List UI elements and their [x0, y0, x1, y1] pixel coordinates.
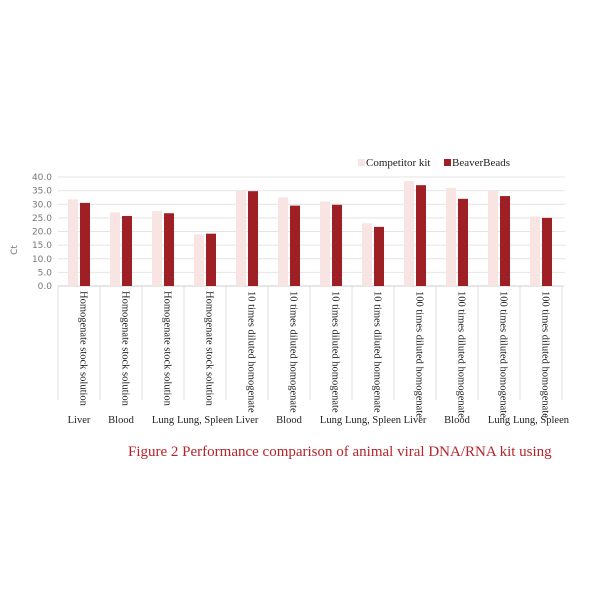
- category-label: 10 times diluted homogenate: [372, 291, 383, 413]
- category-sublabel: Blood: [444, 415, 470, 426]
- figure-caption: Figure 2 Performance comparison of anima…: [128, 444, 552, 460]
- bar-beaverbeads: [206, 233, 216, 286]
- bar-beaverbeads: [374, 226, 384, 286]
- bar-competitor: [320, 201, 330, 286]
- category-sublabel: Blood: [276, 415, 302, 426]
- category-label: Homogenate stock solution: [120, 291, 131, 407]
- category-label: 100 times diluted homogenate: [414, 291, 425, 418]
- y-tick-label: 25.0: [32, 214, 52, 224]
- category-label: Homogenate stock solution: [78, 291, 89, 407]
- y-tick-label: 20.0: [32, 228, 52, 238]
- legend-label: Competitor kit: [366, 157, 430, 169]
- legend-label: BeaverBeads: [452, 157, 510, 169]
- legend-swatch: [444, 159, 451, 166]
- bar-competitor: [236, 190, 246, 286]
- category-sublabel: Liver: [404, 415, 427, 426]
- y-tick-label: 10.0: [32, 255, 52, 265]
- bar-competitor: [446, 187, 456, 286]
- category-sublabel: Lung, Spleen: [513, 415, 570, 426]
- y-tick-label: 30.0: [32, 200, 52, 210]
- bar-beaverbeads: [290, 205, 300, 286]
- bar-competitor: [404, 181, 414, 286]
- category-sublabel: Lung, Spleen: [345, 415, 402, 426]
- legend-swatch: [358, 159, 365, 166]
- bar-competitor: [362, 223, 372, 286]
- category-label: 100 times diluted homogenate: [540, 291, 551, 418]
- bar-competitor: [68, 199, 78, 286]
- category-label: 10 times diluted homogenate: [330, 291, 341, 413]
- y-tick-label: 35.0: [32, 187, 52, 197]
- y-tick-label: 15.0: [32, 241, 52, 251]
- category-label: 10 times diluted homogenate: [246, 291, 257, 413]
- bar-beaverbeads: [332, 204, 342, 286]
- bar-competitor: [152, 211, 162, 286]
- category-sublabel: Lung: [152, 415, 175, 426]
- category-label: 10 times diluted homogenate: [288, 291, 299, 413]
- bar-beaverbeads: [542, 217, 552, 286]
- bar-competitor: [530, 216, 540, 286]
- category-sublabel: Lung, Spleen: [177, 415, 234, 426]
- bar-beaverbeads: [458, 198, 468, 286]
- bar-beaverbeads: [80, 202, 90, 286]
- category-sublabel: Liver: [236, 415, 259, 426]
- category-sublabel: Lung: [320, 415, 343, 426]
- y-tick-label: 0.0: [38, 282, 53, 292]
- y-tick-label: 5.0: [38, 268, 53, 278]
- bar-beaverbeads: [164, 213, 174, 286]
- bar-competitor: [194, 234, 204, 286]
- bar-competitor: [110, 212, 120, 286]
- category-sublabel: Liver: [68, 415, 91, 426]
- category-label: 100 times diluted homogenate: [456, 291, 467, 418]
- bar-competitor: [488, 190, 498, 286]
- category-sublabel: Blood: [108, 415, 134, 426]
- bar-competitor: [278, 197, 288, 286]
- category-sublabel: Lung: [488, 415, 511, 426]
- category-label: 100 times diluted homogenate: [498, 291, 509, 418]
- bar-beaverbeads: [122, 215, 132, 286]
- bar-beaverbeads: [248, 191, 258, 286]
- y-tick-label: 40.0: [32, 173, 52, 183]
- y-axis-label: Ct: [10, 245, 20, 255]
- bar-beaverbeads: [500, 196, 510, 286]
- category-label: Homogenate stock solution: [162, 291, 173, 407]
- bar-beaverbeads: [416, 185, 426, 286]
- category-label: Homogenate stock solution: [204, 291, 215, 407]
